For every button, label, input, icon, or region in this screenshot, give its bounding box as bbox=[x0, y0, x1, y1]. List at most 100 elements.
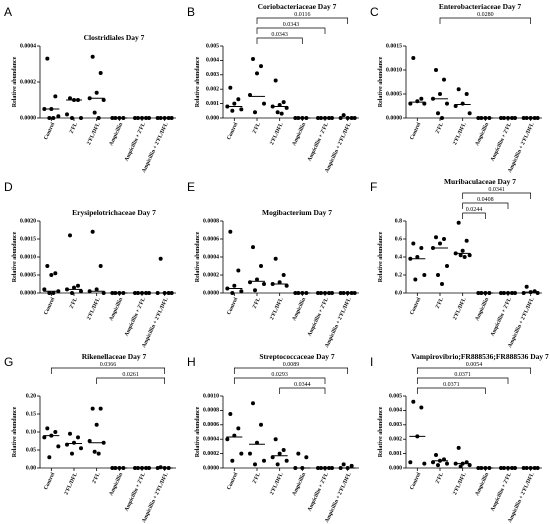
y-tick-label: 0.0002 bbox=[203, 272, 219, 278]
data-point bbox=[236, 268, 241, 273]
data-point bbox=[236, 97, 241, 102]
p-value: 0.0366 bbox=[100, 362, 117, 368]
significance-bracket bbox=[233, 377, 326, 384]
y-tick-label: 0.0010 bbox=[20, 254, 36, 260]
x-tick-label: Ampicillin + 2'FL bbox=[124, 122, 147, 163]
data-point bbox=[341, 113, 346, 118]
data-point bbox=[255, 71, 259, 76]
significance-bracket bbox=[462, 192, 532, 199]
data-point bbox=[281, 448, 286, 452]
data-point bbox=[464, 92, 469, 96]
x-tick-label: 2'FL bbox=[435, 472, 445, 485]
significance-bracket bbox=[462, 212, 486, 219]
y-tick-label: 0.00 bbox=[26, 465, 36, 471]
x-tick-label: 2'FL/DFL bbox=[452, 472, 468, 496]
data-point bbox=[236, 426, 241, 431]
p-value: 0.0280 bbox=[477, 12, 494, 18]
p-value: 0.0341 bbox=[488, 187, 505, 193]
data-point bbox=[440, 282, 444, 286]
x-tick-label: 2'FL bbox=[252, 297, 262, 310]
y-tick-label: 0.0008 bbox=[203, 218, 219, 224]
data-point bbox=[262, 101, 266, 106]
data-point bbox=[98, 264, 103, 268]
data-point bbox=[262, 282, 266, 286]
y-tick-label: 0.0020 bbox=[20, 218, 36, 224]
panel-letter: C bbox=[370, 5, 379, 19]
panel-title: Coriobacteriaceae Day 7 bbox=[258, 2, 337, 11]
y-tick-label: 0.0015 bbox=[386, 43, 402, 49]
data-point bbox=[440, 116, 444, 120]
data-point bbox=[284, 283, 289, 288]
data-point bbox=[45, 426, 50, 431]
data-point bbox=[296, 451, 301, 456]
y-tick-label: 0.0 bbox=[395, 290, 402, 296]
data-point bbox=[251, 245, 255, 250]
panel: I Vampirovibrio;FR888536;FR888536 Day 7 Re… bbox=[370, 352, 549, 524]
panel: G Rikenellaceae Day 7 Relative abundance 0.… bbox=[4, 352, 176, 524]
x-tick-label: Control bbox=[226, 296, 239, 315]
x-tick-label: 2'FL bbox=[435, 122, 445, 135]
x-tick-label: 2'FL/DFL bbox=[269, 472, 285, 496]
y-tick-label: 0.0000 bbox=[203, 465, 219, 471]
significance-bracket bbox=[96, 377, 166, 384]
y-tick-label: 0.005 bbox=[206, 43, 219, 49]
data-point bbox=[94, 90, 99, 95]
x-tick-label: Ampicillin bbox=[474, 297, 490, 322]
data-point bbox=[72, 285, 76, 290]
data-point bbox=[279, 111, 284, 116]
x-tick-label: 2'FL bbox=[91, 472, 101, 485]
data-point bbox=[436, 273, 440, 277]
x-tick-label: Ampicillin + 2'FL/DFL bbox=[507, 472, 536, 524]
p-value: 0.0244 bbox=[466, 207, 483, 213]
data-point bbox=[422, 273, 427, 277]
x-tick-label: Ampicillin bbox=[474, 122, 490, 147]
y-tick-label: 0.0000 bbox=[20, 115, 36, 121]
y-tick-label: 0.000 bbox=[389, 465, 402, 471]
data-point bbox=[415, 255, 420, 259]
data-point bbox=[411, 241, 416, 246]
y-axis-label: Relative abundance bbox=[378, 406, 384, 457]
data-point bbox=[68, 431, 72, 436]
data-point bbox=[47, 455, 52, 460]
x-tick-label: Ampicillin bbox=[108, 472, 124, 497]
significance-bracket bbox=[256, 27, 326, 34]
x-tick-label: Control bbox=[226, 471, 239, 490]
y-tick-label: 0.0010 bbox=[386, 67, 402, 73]
x-tick-label: Ampicillin + 2'FL bbox=[307, 472, 330, 513]
significance-bracket bbox=[50, 367, 166, 374]
y-tick-label: 0.0015 bbox=[20, 236, 36, 242]
panel: D Erysipelotrichaceae Day 7 Relative abund… bbox=[4, 180, 176, 349]
data-point bbox=[65, 112, 69, 117]
y-tick-label: 0.0002 bbox=[203, 451, 219, 457]
x-tick-label: Control bbox=[43, 296, 56, 315]
data-point bbox=[434, 453, 438, 458]
y-tick-label: 0.0004 bbox=[20, 43, 36, 49]
data-point bbox=[51, 291, 56, 295]
data-point bbox=[255, 277, 259, 282]
x-tick-label: 2'FL bbox=[69, 122, 79, 135]
data-point bbox=[51, 116, 56, 120]
data-point bbox=[228, 85, 233, 90]
data-point bbox=[158, 256, 163, 261]
data-point bbox=[422, 461, 427, 466]
data-point bbox=[411, 56, 416, 60]
x-tick-label: Ampicillin + 2'FL/DFL bbox=[324, 122, 353, 174]
panel-title: Streptococcaceae Day 7 bbox=[259, 352, 334, 361]
x-tick-label: 2'FL bbox=[252, 122, 262, 135]
data-point bbox=[87, 439, 92, 443]
data-point bbox=[445, 264, 449, 268]
panel-letter: E bbox=[187, 180, 195, 194]
y-tick-label: 0.4 bbox=[395, 254, 402, 260]
y-axis-label: Relative abundance bbox=[12, 56, 18, 107]
panel: F Muribaculaceae Day 7 Relative abundance 0… bbox=[370, 177, 542, 349]
y-tick-label: 0.005 bbox=[389, 393, 402, 399]
data-point bbox=[253, 462, 257, 467]
data-point bbox=[70, 116, 74, 120]
panel-letter: I bbox=[370, 355, 373, 369]
data-point bbox=[419, 96, 424, 101]
data-point bbox=[98, 71, 103, 75]
panel-letter: G bbox=[4, 355, 13, 369]
data-point bbox=[277, 280, 282, 285]
p-value: 0.0344 bbox=[294, 382, 311, 388]
